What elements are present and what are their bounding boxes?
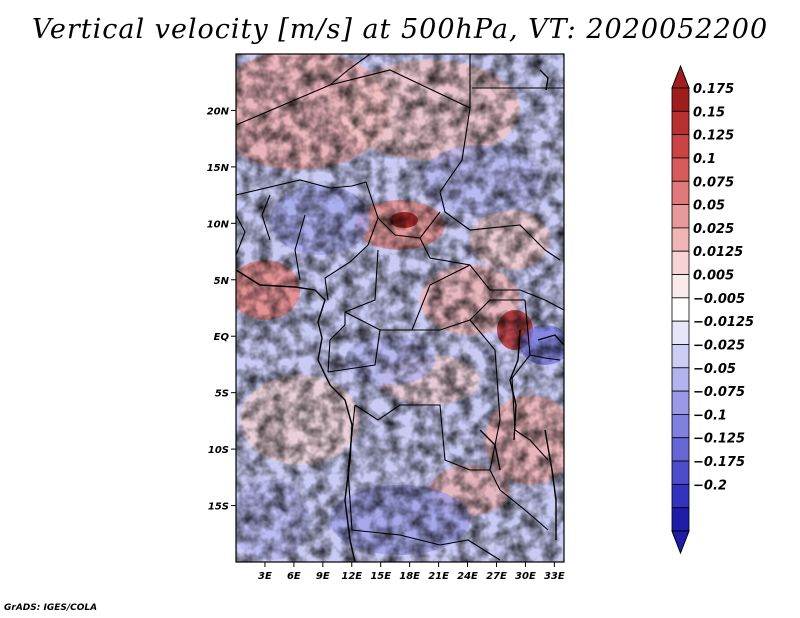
lat-label: 10N xyxy=(207,219,230,230)
colorbar-segment xyxy=(671,367,690,392)
lon-label: 15E xyxy=(370,571,391,582)
colorbar-segment xyxy=(671,274,690,299)
colorbar-label: −0.075 xyxy=(693,385,745,400)
lon-label: 6E xyxy=(287,571,301,582)
colorbar: 0.175 0.15 0.125 0.1 0.075 0.05 0.025 0.0125 0.0… xyxy=(671,64,754,555)
lon-label: 33E xyxy=(544,571,565,582)
colorbar-label: −0.2 xyxy=(693,478,727,493)
colorbar-label: 0.025 xyxy=(693,222,734,237)
colorbar-segment xyxy=(671,414,690,439)
colorbar-segment xyxy=(671,180,690,205)
lon-label: 30E xyxy=(515,571,536,582)
lon-label: 3E xyxy=(258,571,272,582)
vertical-velocity-field xyxy=(236,54,564,562)
colorbar-label: −0.125 xyxy=(693,432,745,447)
colorbar-segment xyxy=(671,87,690,112)
colorbar-segment xyxy=(671,204,690,229)
colorbar-label: −0.0125 xyxy=(693,315,754,330)
colorbar-segment xyxy=(671,390,690,415)
colorbar-segment xyxy=(671,250,690,275)
colorbar-segment xyxy=(671,507,690,532)
lat-label: 5N xyxy=(214,276,230,287)
lon-label: 18E xyxy=(399,571,420,582)
lon-label: 24E xyxy=(457,571,478,582)
colorbar-label: 0.175 xyxy=(693,82,734,97)
lat-label: 15S xyxy=(208,502,229,513)
colorbar-bottom-arrow xyxy=(671,530,690,555)
colorbar-label: −0.005 xyxy=(693,292,745,307)
lat-label: EQ xyxy=(214,332,230,343)
map-frame xyxy=(235,53,565,563)
colorbar-label: −0.025 xyxy=(693,338,745,353)
lon-label: 21E xyxy=(428,571,449,582)
colorbar-label: 0.075 xyxy=(693,175,734,190)
colorbar-segment xyxy=(671,227,690,252)
colorbar-label: 0.15 xyxy=(693,105,725,120)
lon-label: 27E xyxy=(486,571,507,582)
colorbar-top-arrow xyxy=(671,64,690,89)
map-axes: 20N 15N 10N 5N EQ 5S 10S 15S 3E 6E 9E 12E 15E 18E 21E 2… xyxy=(207,53,565,582)
colorbar-segment xyxy=(671,344,690,369)
lat-label: 5S xyxy=(215,389,229,400)
colorbar-segment xyxy=(671,110,690,136)
colorbar-label: 0.0125 xyxy=(693,245,743,260)
chart-title: Vertical velocity [m/s] at 500hPa, VT: 2… xyxy=(31,14,769,45)
colorbar-label: 0.125 xyxy=(693,129,734,144)
colorbar-segment xyxy=(671,297,690,322)
lon-label: 9E xyxy=(316,571,330,582)
colorbar-segment xyxy=(671,437,690,462)
colorbar-label: −0.1 xyxy=(693,408,727,423)
colorbar-segment xyxy=(671,157,690,182)
colorbar-segment xyxy=(671,460,690,485)
colorbar-label: 0.005 xyxy=(693,269,734,284)
colorbar-label: −0.175 xyxy=(693,455,745,470)
grads-credit: GrADS: IGES/COLA xyxy=(4,603,98,613)
lat-label: 15N xyxy=(207,163,230,174)
colorbar-label: 0.1 xyxy=(693,152,716,167)
lat-label: 10S xyxy=(208,445,229,456)
colorbar-segment xyxy=(671,134,690,159)
colorbar-label: 0.05 xyxy=(693,199,725,214)
colorbar-segment xyxy=(671,483,690,509)
lon-label: 12E xyxy=(341,571,362,582)
coastline xyxy=(236,69,564,562)
country-borders xyxy=(236,54,564,561)
colorbar-segment xyxy=(671,320,690,345)
colorbar-label: −0.05 xyxy=(693,362,736,377)
lat-label: 20N xyxy=(207,106,230,117)
